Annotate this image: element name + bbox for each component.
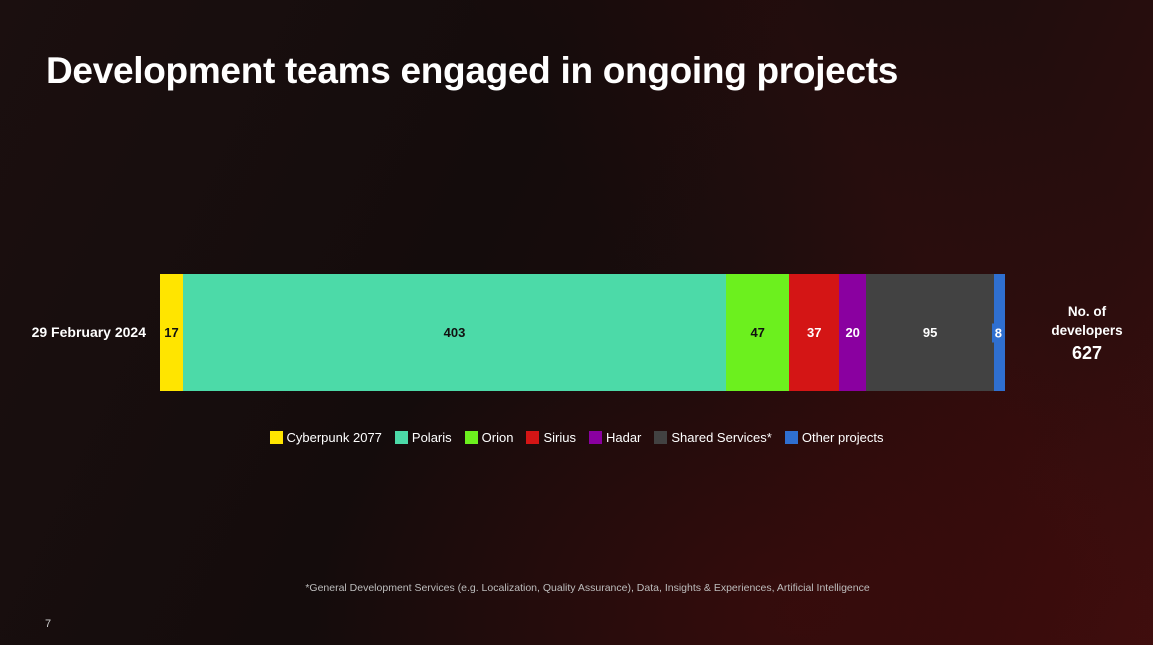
bar-segment-value: 47 — [750, 325, 765, 340]
bar-segment-value: 37 — [807, 325, 822, 340]
total-developers: No. of developers 627 — [1040, 302, 1134, 364]
legend-item-cyberpunk-2077: Cyberpunk 2077 — [269, 430, 382, 445]
legend-item-other-projects: Other projects — [784, 430, 884, 445]
legend-swatch — [588, 431, 602, 444]
page-number: 7 — [45, 618, 52, 630]
legend-label: Cyberpunk 2077 — [286, 430, 382, 445]
legend-swatch — [526, 431, 540, 444]
page-title: Development teams engaged in ongoing pro… — [46, 50, 899, 91]
legend-label: Other projects — [801, 430, 884, 445]
legend-label: Hadar — [605, 430, 642, 445]
chart-legend: Cyberpunk 2077 Polaris Orion Sirius Hadar Sha… — [0, 430, 1153, 445]
legend-swatch — [394, 431, 408, 444]
legend-item-sirius: Sirius — [526, 430, 576, 445]
bar-segment-other-projects: 8 — [991, 274, 1005, 391]
legend-swatch — [654, 431, 668, 444]
bar-segment-value: 8 — [991, 323, 1005, 342]
bar-segment-value: 95 — [922, 325, 938, 340]
legend-label: Sirius — [543, 430, 576, 445]
legend-swatch — [464, 431, 478, 444]
bar-segment-shared-services: 95 — [866, 274, 995, 391]
bar-segment-polaris: 403 — [182, 274, 727, 391]
bar-segment-value: 17 — [164, 325, 179, 340]
legend-label: Orion — [481, 430, 514, 445]
total-value: 627 — [1071, 343, 1103, 363]
bar-segment-value: 403 — [443, 325, 466, 340]
legend-item-orion: Orion — [464, 430, 514, 445]
total-label-line2: developers — [1051, 323, 1123, 338]
bar-segment-sirius: 37 — [789, 274, 840, 391]
category-label: 29 February 2024 — [31, 324, 146, 340]
stacked-bar: 17 403 47 37 20 95 8 — [160, 274, 1005, 391]
legend-swatch — [784, 431, 798, 444]
bar-segment-hadar: 20 — [839, 274, 867, 391]
legend-swatch — [269, 431, 283, 444]
legend-label: Shared Services* — [671, 430, 772, 445]
bar-segment-value: 20 — [845, 325, 860, 340]
bar-segment-cyberpunk-2077: 17 — [160, 274, 183, 391]
legend-item-shared-services: Shared Services* — [654, 430, 772, 445]
legend-item-polaris: Polaris — [394, 430, 452, 445]
total-label-line1: No. of — [1067, 304, 1107, 319]
legend-label: Polaris — [411, 430, 452, 445]
footnote: *General Development Services (e.g. Loca… — [305, 582, 870, 594]
legend-item-hadar: Hadar — [588, 430, 642, 445]
bar-segment-orion: 47 — [726, 274, 790, 391]
